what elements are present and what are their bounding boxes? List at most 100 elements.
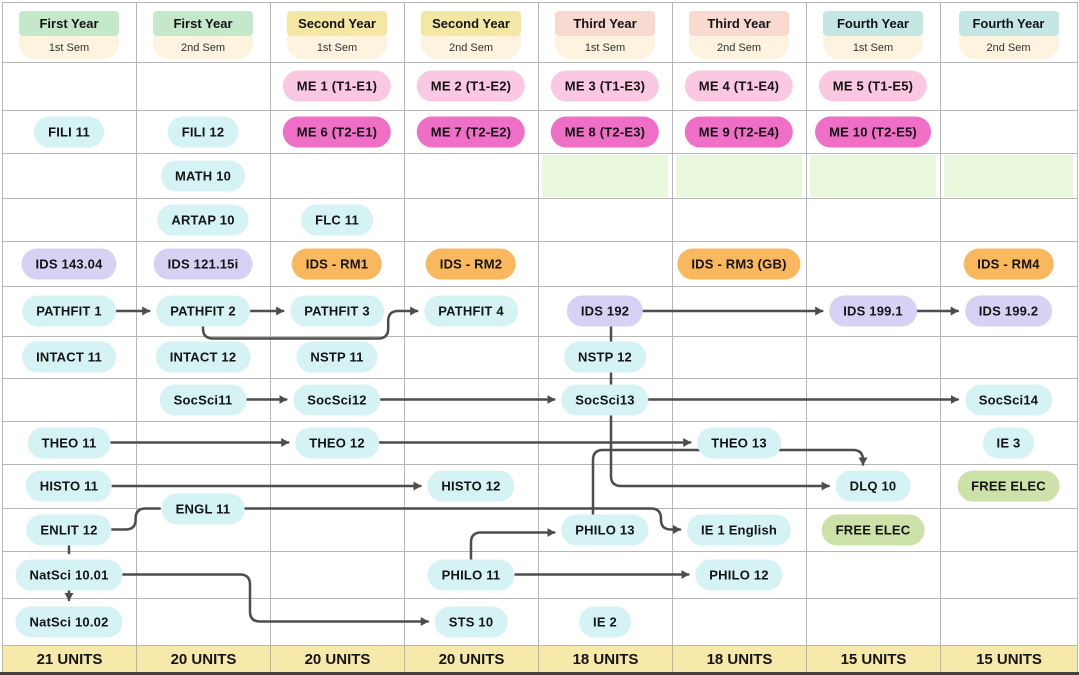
column-semester-header: 1st Sem <box>555 36 655 59</box>
column-semester-header: 2nd Sem <box>958 36 1059 59</box>
arrow-engl11-to-ie1 <box>243 507 682 534</box>
column-semester-header: 2nd Sem <box>153 36 253 59</box>
course-pill-intact11: INTACT 11 <box>22 341 116 373</box>
course-pill-me8: ME 8 (T2-E3) <box>550 116 660 147</box>
course-pill-me4: ME 4 (T1-E4) <box>684 70 794 102</box>
column-year-header: Third Year <box>555 11 655 36</box>
column-year-header: Fourth Year <box>958 11 1059 36</box>
grid-hline <box>2 645 1077 646</box>
grid-vline <box>1077 2 1078 673</box>
grid-vline <box>806 2 807 673</box>
grid-hline <box>2 598 1077 599</box>
course-pill-me1: ME 1 (T1-E1) <box>282 70 392 102</box>
column-semester-header: 2nd Sem <box>689 36 789 59</box>
highlight-cell <box>810 155 936 197</box>
column-units-total: 21 UNITS <box>3 646 136 673</box>
course-pill-me10: ME 10 (T2-E5) <box>815 116 931 147</box>
course-pill-histo11: HISTO 11 <box>25 470 113 502</box>
column-semester-header: 1st Sem <box>823 36 923 59</box>
grid-hline <box>2 198 1077 199</box>
course-pill-histo12: HISTO 12 <box>427 470 515 502</box>
column-units-total: 15 UNITS <box>941 646 1077 673</box>
course-pill-fili11: FILI 11 <box>34 116 104 147</box>
column-year-header: First Year <box>153 11 253 36</box>
course-pill-theo13: THEO 13 <box>697 427 781 458</box>
course-pill-pathfit2: PATHFIT 2 <box>156 295 250 327</box>
arrow-ids192-to-dlq10 <box>609 325 830 491</box>
course-pill-math10: MATH 10 <box>160 160 246 191</box>
course-pill-natsci10-01: NatSci 10.01 <box>15 559 123 590</box>
column-units-total: 18 UNITS <box>539 646 672 673</box>
course-pill-idsrm3: IDS - RM3 (GB) <box>677 248 801 279</box>
course-pill-me3: ME 3 (T1-E3) <box>550 70 660 102</box>
course-pill-enlit12: ENLIT 12 <box>26 514 112 545</box>
column-year-header: First Year <box>19 11 119 36</box>
grid-hline <box>2 336 1077 337</box>
course-pill-ie2: IE 2 <box>579 606 631 637</box>
course-pill-socsci14: SocSci14 <box>964 384 1053 415</box>
arrow-enlit12-to-engl11 <box>110 507 161 531</box>
highlight-cell <box>676 155 802 197</box>
course-pill-socsci13: SocSci13 <box>561 384 649 415</box>
course-pill-fili12: FILI 12 <box>167 116 239 147</box>
table-bottom-edge <box>0 672 1079 675</box>
course-pill-ids12115i: IDS 121.15i <box>153 248 253 279</box>
course-pill-nstp11: NSTP 11 <box>296 341 378 373</box>
course-pill-pathfit3: PATHFIT 3 <box>290 295 384 327</box>
course-pill-pathfit4: PATHFIT 4 <box>424 295 518 327</box>
course-pill-ie1: IE 1 English <box>686 514 792 545</box>
grid-hline <box>2 421 1077 422</box>
column-semester-header: 2nd Sem <box>421 36 521 59</box>
column-year-header: Second Year <box>287 11 387 36</box>
grid-hline <box>2 153 1077 154</box>
course-pill-theo12: THEO 12 <box>295 427 379 458</box>
column-year-header: Third Year <box>689 11 789 36</box>
course-pill-me7: ME 7 (T2-E2) <box>416 116 526 147</box>
highlight-cell <box>542 155 668 197</box>
course-pill-freeelec8: FREE ELEC <box>957 470 1060 502</box>
grid-hline <box>2 464 1077 465</box>
course-pill-engl11: ENGL 11 <box>161 493 245 524</box>
arrow-natsci10-01-to-sts10 <box>121 573 429 626</box>
course-pill-philo13: PHILO 13 <box>561 514 649 545</box>
course-pill-philo11: PHILO 11 <box>427 559 515 590</box>
column-units-total: 20 UNITS <box>271 646 404 673</box>
column-year-header: Fourth Year <box>823 11 923 36</box>
course-pill-me9: ME 9 (T2-E4) <box>684 116 794 147</box>
grid-vline <box>2 2 3 673</box>
grid-vline <box>538 2 539 673</box>
course-pill-socsci11: SocSci11 <box>159 384 247 415</box>
arrow-philo13-to-dlq10 <box>591 448 868 516</box>
course-pill-nstp12: NSTP 12 <box>564 341 646 373</box>
arrow-philo11-to-philo13 <box>469 528 556 561</box>
course-pill-natsci10-02: NatSci 10.02 <box>15 606 123 637</box>
column-units-total: 18 UNITS <box>673 646 806 673</box>
grid-hline <box>2 551 1077 552</box>
column-year-header: Second Year <box>421 11 521 36</box>
course-pill-me5: ME 5 (T1-E5) <box>818 70 928 102</box>
course-pill-me2: ME 2 (T1-E2) <box>416 70 526 102</box>
course-pill-sts10: STS 10 <box>434 606 508 637</box>
course-pill-idsrm1: IDS - RM1 <box>291 248 383 279</box>
course-pill-ie3: IE 3 <box>982 427 1035 458</box>
column-units-total: 15 UNITS <box>807 646 940 673</box>
course-pill-ids199-2: IDS 199.2 <box>964 295 1053 327</box>
grid-vline <box>672 2 673 673</box>
course-pill-theo11: THEO 11 <box>27 427 111 458</box>
course-pill-philo12: PHILO 12 <box>695 559 783 590</box>
arrow-pathfit2-to-pathfit4 <box>201 306 419 340</box>
grid-vline <box>940 2 941 673</box>
grid-hline <box>2 2 1077 3</box>
course-pill-ids14304: IDS 143.04 <box>21 248 117 279</box>
course-pill-me6: ME 6 (T2-E1) <box>282 116 392 147</box>
highlight-cell <box>944 155 1073 197</box>
course-pill-socsci12: SocSci12 <box>293 384 381 415</box>
column-semester-header: 1st Sem <box>19 36 119 59</box>
course-pill-idsrm2: IDS - RM2 <box>425 248 517 279</box>
course-pill-artap10: ARTAP 10 <box>157 204 249 235</box>
course-pill-freeelec7: FREE ELEC <box>821 514 925 545</box>
column-semester-header: 1st Sem <box>287 36 387 59</box>
grid-vline <box>404 2 405 673</box>
